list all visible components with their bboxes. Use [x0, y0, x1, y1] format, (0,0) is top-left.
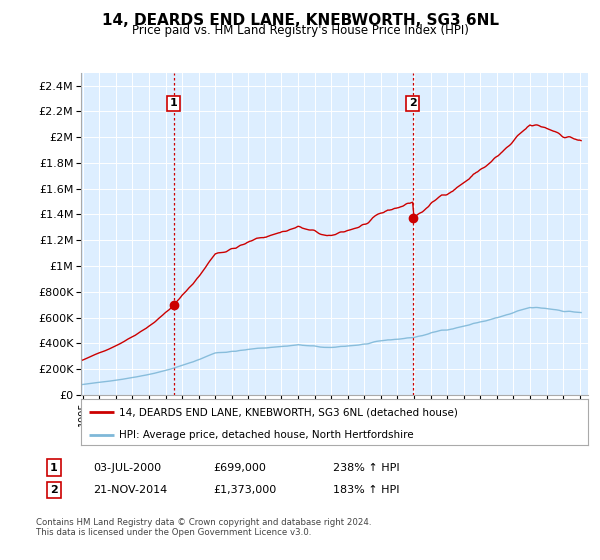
Text: 2: 2 — [409, 99, 416, 109]
Text: £699,000: £699,000 — [213, 463, 266, 473]
Text: 183% ↑ HPI: 183% ↑ HPI — [333, 485, 400, 495]
Text: 2: 2 — [50, 485, 58, 495]
Text: 21-NOV-2014: 21-NOV-2014 — [93, 485, 167, 495]
Text: £1,373,000: £1,373,000 — [213, 485, 276, 495]
Text: Price paid vs. HM Land Registry's House Price Index (HPI): Price paid vs. HM Land Registry's House … — [131, 24, 469, 37]
Text: 238% ↑ HPI: 238% ↑ HPI — [333, 463, 400, 473]
Text: 03-JUL-2000: 03-JUL-2000 — [93, 463, 161, 473]
Text: HPI: Average price, detached house, North Hertfordshire: HPI: Average price, detached house, Nort… — [119, 430, 413, 440]
Text: 1: 1 — [170, 99, 178, 109]
Text: 14, DEARDS END LANE, KNEBWORTH, SG3 6NL: 14, DEARDS END LANE, KNEBWORTH, SG3 6NL — [101, 13, 499, 28]
Text: 1: 1 — [50, 463, 58, 473]
Text: Contains HM Land Registry data © Crown copyright and database right 2024.
This d: Contains HM Land Registry data © Crown c… — [36, 518, 371, 538]
Text: 14, DEARDS END LANE, KNEBWORTH, SG3 6NL (detached house): 14, DEARDS END LANE, KNEBWORTH, SG3 6NL … — [119, 407, 458, 417]
